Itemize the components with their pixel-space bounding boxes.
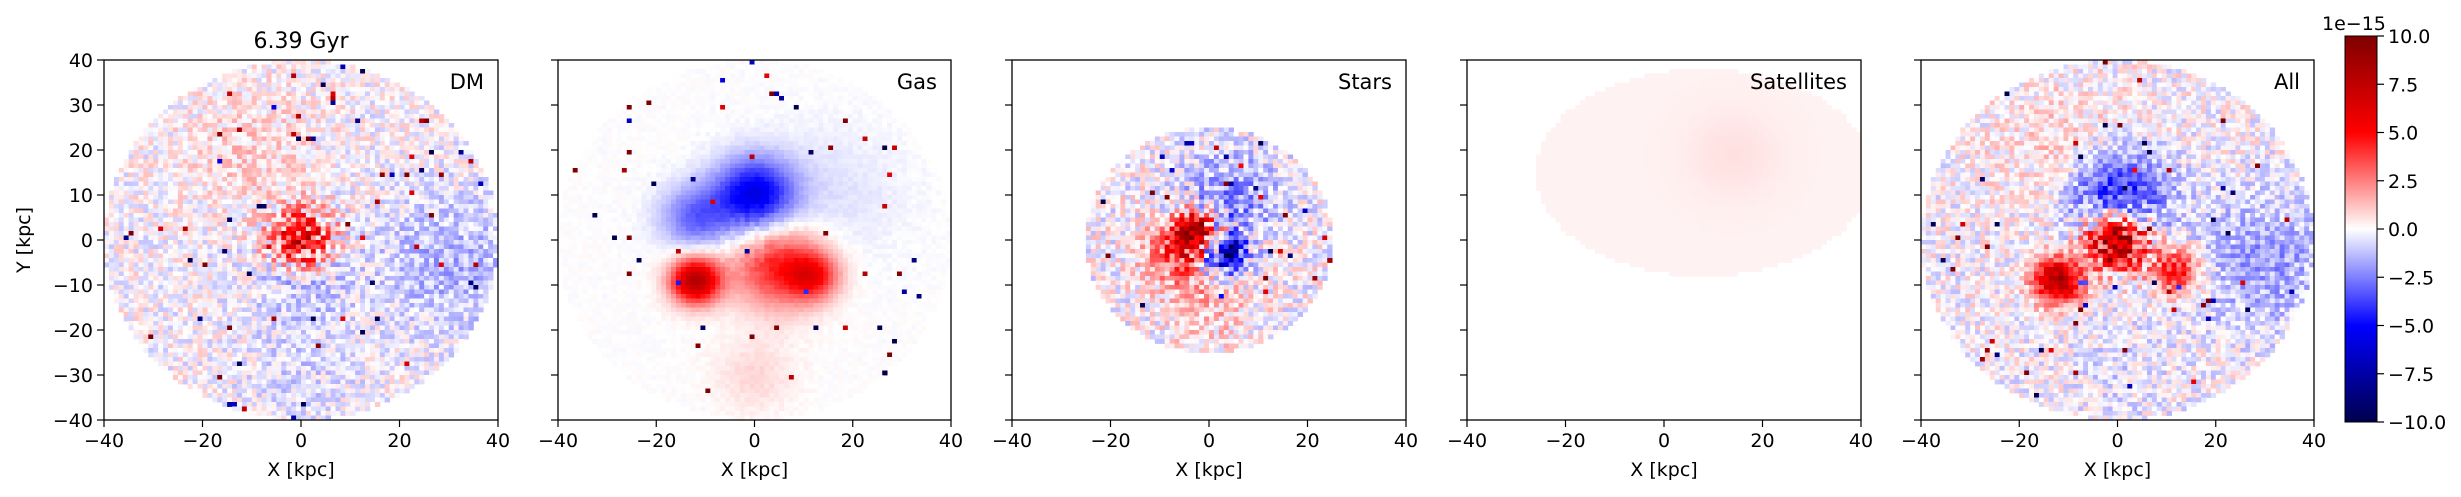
y-tick-label: 10: [69, 185, 93, 207]
colorbar-tick-label: 7.5: [2388, 74, 2418, 96]
colorbar-tick-label: 0.0: [2388, 219, 2418, 241]
y-tick-label: −10: [53, 275, 93, 297]
x-tick-label: 0: [1203, 430, 1215, 452]
panel-label: Gas: [897, 70, 937, 94]
x-tick-label: −20: [182, 430, 222, 452]
heatmap-image: [1535, 69, 1861, 277]
x-tick-label: −20: [1999, 430, 2039, 452]
x-tick-label: 20: [841, 430, 865, 452]
colorbar-tick-label: −10.0: [2388, 412, 2446, 434]
x-tick-label: 40: [1394, 430, 1418, 452]
panel-label: Satellites: [1750, 70, 1847, 94]
x-tick-label: 0: [1658, 430, 1670, 452]
y-tick-label: 30: [69, 95, 93, 117]
heatmap-image: [1921, 60, 2314, 420]
colorbar-tick-label: −7.5: [2388, 364, 2434, 386]
x-tick-label: −40: [1447, 430, 1487, 452]
y-tick-label: −30: [53, 365, 93, 387]
colorbar: 1e−15 10.0 7.5 5.0 2.5 0.0 −2.5 −5.0 −7.5 −10.0: [2322, 13, 2446, 434]
x-tick-label: 0: [295, 430, 307, 452]
x-tick-label: 20: [387, 430, 411, 452]
colorbar-tick-label: 10.0: [2388, 26, 2430, 48]
x-tick-label: −20: [636, 430, 676, 452]
x-axis-label: X [kpc]: [721, 459, 788, 481]
x-axis-label: X [kpc]: [2084, 459, 2151, 481]
x-tick-label: −40: [992, 430, 1032, 452]
x-tick-label: 20: [2204, 430, 2228, 452]
x-axis-label: X [kpc]: [267, 459, 334, 481]
x-axis-label: X [kpc]: [1175, 459, 1242, 481]
x-tick-label: 0: [2111, 430, 2123, 452]
x-tick-label: 40: [486, 430, 510, 452]
heatmap-image: [104, 60, 498, 420]
panel-dm: DM −40 −20 0 20 40 X [kpc] 40 30 20 10 0 −10 −20 −30 −4…: [13, 50, 510, 481]
colorbar-scale-label: 1e−15: [2322, 13, 2386, 35]
panel-title: 6.39 Gyr: [253, 29, 349, 54]
panel-label: Stars: [1338, 70, 1392, 94]
x-tick-label: 0: [748, 430, 760, 452]
colorbar-tick-label: 5.0: [2388, 123, 2418, 145]
x-tick-label: −40: [538, 430, 578, 452]
panel-label: All: [2274, 70, 2300, 94]
x-tick-label: 40: [2302, 430, 2326, 452]
x-tick-label: 20: [1295, 430, 1319, 452]
y-tick-label: −40: [53, 410, 93, 432]
x-tick-label: −20: [1545, 430, 1585, 452]
y-tick-label: 20: [69, 140, 93, 162]
x-tick-label: −40: [1901, 430, 1941, 452]
y-tick-label: −20: [53, 320, 93, 342]
colorbar-tick-label: 2.5: [2388, 171, 2418, 193]
x-tick-label: 40: [939, 430, 963, 452]
y-axis-label: Y [kpc]: [13, 207, 35, 274]
panel-stars: Stars −40 −20 0 20 40 X [kpc]: [992, 59, 1418, 481]
x-tick-label: −20: [1090, 430, 1130, 452]
panel-all: All −40 −20 0 20 40 X [kpc]: [1901, 59, 2326, 481]
panel-gas: Gas −40 −20 0 20 40 X [kpc]: [538, 59, 963, 481]
panel-satellites: Satellites −40 −20 0 20 40 X [kpc]: [1447, 59, 1873, 481]
y-tick-label: 40: [69, 50, 93, 72]
x-tick-label: 40: [1849, 430, 1873, 452]
heatmap-image: [1085, 127, 1333, 353]
x-tick-label: 20: [1750, 430, 1774, 452]
heatmap-image: [558, 60, 951, 420]
panel-label: DM: [450, 70, 484, 94]
x-axis-label: X [kpc]: [1630, 459, 1697, 481]
colorbar-tick-label: −5.0: [2388, 316, 2434, 338]
colorbar-gradient: [2344, 35, 2378, 423]
colorbar-tick-label: −2.5: [2388, 267, 2434, 289]
x-tick-label: −40: [84, 430, 124, 452]
y-tick-label: 0: [81, 230, 93, 252]
